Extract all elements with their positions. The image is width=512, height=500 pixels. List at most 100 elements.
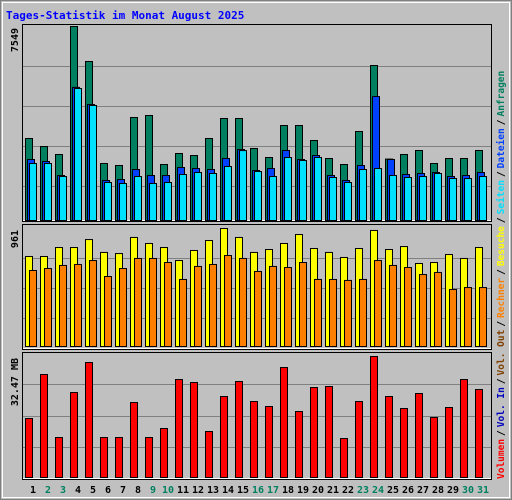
bar	[250, 401, 258, 479]
bar	[464, 287, 472, 348]
x-tick-label: 6	[105, 485, 111, 496]
bar	[325, 385, 333, 479]
x-tick-label: 22	[342, 485, 354, 496]
bar	[295, 411, 303, 478]
bar	[190, 382, 198, 478]
bar	[59, 176, 67, 221]
bar	[430, 417, 438, 479]
bar	[355, 401, 363, 479]
bar	[299, 159, 307, 221]
y-tick-label: 961	[10, 230, 21, 248]
bar	[404, 177, 412, 222]
bar	[235, 381, 243, 478]
bar	[460, 379, 468, 478]
bar	[344, 279, 352, 347]
legend-separator: /	[496, 321, 507, 327]
legend-entry: Vol. Out	[496, 330, 507, 376]
bar	[370, 356, 378, 478]
bar	[55, 437, 63, 478]
bar	[29, 269, 37, 347]
bar	[479, 287, 487, 348]
x-tick-label: 5	[90, 485, 96, 496]
legend-entry: Anfragen	[496, 71, 507, 117]
bar	[175, 379, 183, 478]
bar	[310, 387, 318, 478]
bar	[224, 255, 232, 348]
bar	[449, 178, 457, 221]
y-tick-label: 32.47 MB	[10, 358, 21, 406]
x-tick-label: 9	[150, 485, 156, 496]
legend-entry: Rechner	[496, 278, 507, 318]
bar	[254, 170, 262, 221]
bar	[340, 438, 348, 478]
bar	[100, 437, 108, 478]
bar	[145, 437, 153, 478]
bar	[359, 169, 367, 221]
x-tick-label: 7	[120, 485, 126, 496]
bar	[479, 176, 487, 221]
legend-separator: /	[496, 171, 507, 177]
bar	[194, 171, 202, 222]
bar	[194, 265, 202, 348]
bar	[299, 262, 307, 347]
bar	[40, 373, 48, 479]
x-tick-label: 20	[312, 485, 324, 496]
bar	[239, 150, 247, 221]
x-tick-label: 30	[462, 485, 474, 496]
chart-title: Tages-Statistik im Monat August 2025	[6, 9, 244, 22]
bar	[74, 88, 82, 221]
x-tick-label: 19	[297, 485, 309, 496]
bar	[89, 104, 97, 221]
bar	[220, 396, 228, 479]
bar	[374, 260, 382, 347]
x-tick-label: 13	[207, 485, 219, 496]
bar	[25, 418, 33, 479]
bar	[29, 163, 37, 222]
legend-entry: Vol. In	[496, 387, 507, 427]
x-tick-label: 15	[237, 485, 249, 496]
x-tick-label: 23	[357, 485, 369, 496]
bar	[205, 431, 213, 478]
bar	[344, 181, 352, 221]
bar	[119, 182, 127, 221]
bar	[284, 157, 292, 221]
x-tick-label: 4	[75, 485, 81, 496]
bar	[70, 391, 78, 478]
bar	[329, 278, 337, 347]
bar	[224, 166, 232, 221]
x-tick-label: 14	[222, 485, 234, 496]
bar	[434, 172, 442, 221]
bar	[389, 264, 397, 347]
bar	[104, 181, 112, 221]
legend-separator: /	[496, 119, 507, 125]
bar	[404, 267, 412, 347]
bar	[209, 172, 217, 221]
y-tick-label: 7549	[10, 28, 21, 52]
bar	[179, 173, 187, 221]
bar	[85, 361, 93, 478]
x-tick-label: 21	[327, 485, 339, 496]
side-legend: Volumen / Vol. In / Vol. Out / Rechner / Besuche…	[496, 71, 507, 479]
x-tick-label: 2	[45, 485, 51, 496]
bar	[104, 276, 112, 347]
bar	[419, 274, 427, 347]
bar	[44, 163, 52, 222]
bar	[254, 270, 262, 348]
bar	[280, 367, 288, 478]
bar	[389, 175, 397, 221]
bar	[115, 437, 123, 478]
x-tick-label: 17	[267, 485, 279, 496]
bar	[160, 427, 168, 479]
bar	[445, 407, 453, 479]
x-tick-label: 28	[432, 485, 444, 496]
x-tick-label: 1	[30, 485, 36, 496]
bar	[449, 289, 457, 347]
bar	[400, 408, 408, 479]
bar	[284, 267, 292, 347]
bar	[269, 176, 277, 221]
x-tick-label: 25	[387, 485, 399, 496]
x-tick-label: 31	[477, 485, 489, 496]
x-tick-label: 8	[135, 485, 141, 496]
bar	[374, 168, 382, 222]
